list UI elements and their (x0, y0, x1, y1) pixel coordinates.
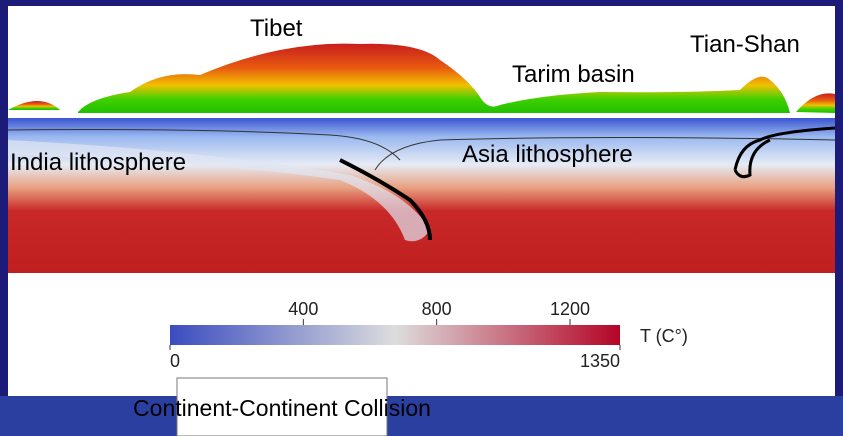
figure: Tibet Tarim basin Tian-Shan India lithos… (0, 0, 843, 436)
colorbar-range-label: 1350 (580, 351, 620, 371)
colorbar-tick-label: 800 (422, 299, 452, 319)
colorbar-tick-label: 400 (288, 299, 318, 319)
caption: Continent-Continent Collision (133, 395, 431, 421)
page: {"labels": {"tibet": "Tibet", "tarim": "… (0, 0, 843, 436)
colorbar-range-label: 0 (170, 351, 180, 371)
label-india: India lithosphere (10, 149, 186, 176)
colorbar (170, 325, 620, 345)
label-asia: Asia lithosphere (462, 141, 633, 168)
colorbar-title: T (C°) (640, 326, 688, 346)
model-section (8, 118, 835, 273)
label-tibet: Tibet (250, 15, 303, 42)
label-tian-shan: Tian-Shan (690, 31, 800, 58)
label-tarim: Tarim basin (512, 61, 635, 88)
colorbar-tick-label: 1200 (550, 299, 590, 319)
